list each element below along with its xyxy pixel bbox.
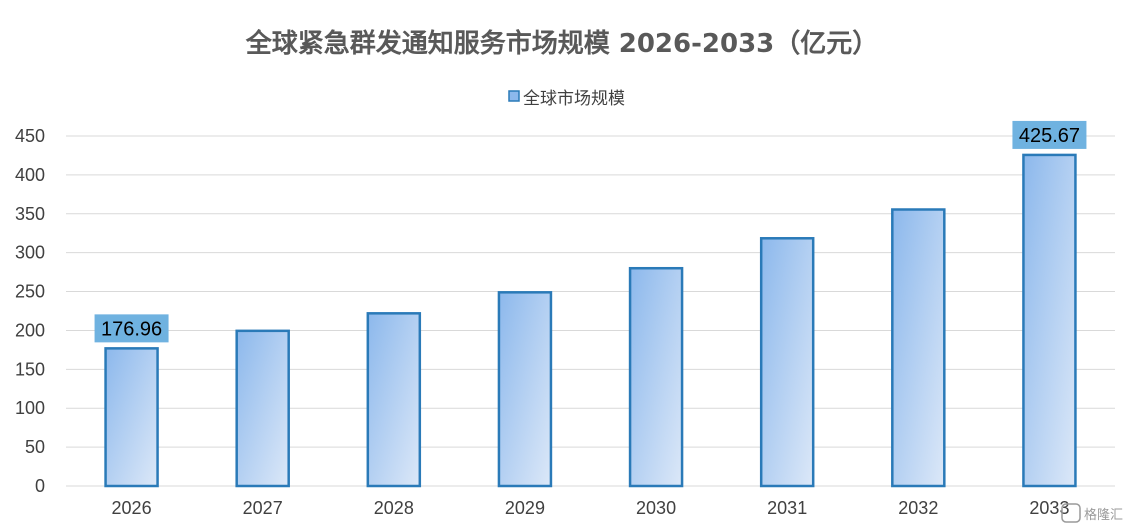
- legend: 全球市场规模: [508, 89, 625, 109]
- x-tick-label: 2027: [243, 498, 283, 518]
- bar-2026: [104, 347, 159, 488]
- x-tick-label: 2029: [505, 498, 545, 518]
- legend-swatch: [508, 90, 520, 102]
- y-tick-label: 50: [25, 437, 45, 457]
- data-label-text: 425.67: [1019, 125, 1080, 147]
- bar-2033: [1022, 153, 1077, 488]
- chart-title: 全球紧急群发通知服务市场规模 2026-2033（亿元）: [245, 28, 879, 59]
- x-tick-label: 2031: [767, 498, 807, 518]
- y-tick-label: 450: [15, 126, 45, 146]
- watermark: 格隆汇: [1061, 503, 1123, 523]
- watermark-text: 格隆汇: [1084, 507, 1123, 523]
- bar-2028: [366, 312, 422, 488]
- watermark-logo-icon: [1061, 503, 1081, 523]
- data-label-text: 176.96: [101, 318, 162, 340]
- data-label-2033: 425.67: [1012, 120, 1087, 149]
- legend-label: 全球市场规模: [523, 89, 625, 109]
- x-tick-label: 2028: [374, 498, 414, 518]
- y-tick-label: 400: [15, 165, 45, 185]
- data-label-2026: 176.96: [94, 314, 169, 343]
- bar-2031: [759, 237, 815, 488]
- y-axis: 0 50 100 150 200 250 300 350 400 450: [15, 126, 45, 496]
- data-labels: 176.96 425.67: [94, 120, 1087, 343]
- bar-2030: [628, 266, 684, 488]
- x-tick-label: 2033: [1029, 498, 1069, 518]
- bar-2027: [235, 329, 290, 488]
- y-tick-label: 100: [15, 398, 45, 418]
- x-tick-label: 2030: [636, 498, 676, 518]
- y-tick-label: 300: [15, 243, 45, 263]
- y-tick-label: 350: [15, 204, 45, 224]
- x-tick-label: 2026: [112, 498, 152, 518]
- x-tick-label: 2032: [898, 498, 938, 518]
- y-tick-label: 0: [35, 476, 45, 496]
- y-tick-label: 150: [15, 359, 45, 379]
- x-axis: 2026 2027 2028 2029 2030 2031 2032 2033: [112, 498, 1070, 518]
- bar-2032: [891, 208, 946, 488]
- y-tick-label: 250: [15, 282, 45, 302]
- y-tick-label: 200: [15, 320, 45, 340]
- gridlines: [66, 135, 1115, 487]
- bars: [104, 153, 1077, 488]
- bar-2029: [497, 291, 553, 488]
- data-label-box: [1012, 120, 1087, 149]
- data-label-box: [94, 314, 169, 343]
